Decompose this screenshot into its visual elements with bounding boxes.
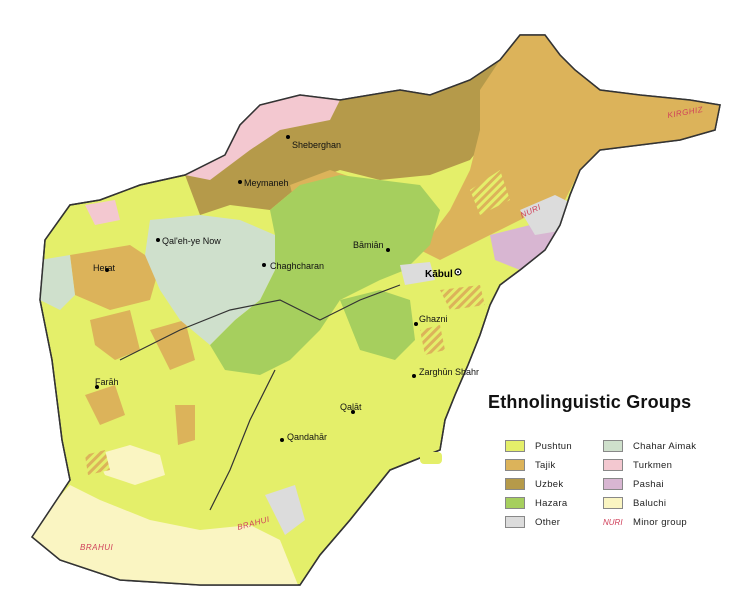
legend-swatch — [603, 497, 623, 509]
legend-swatch — [603, 440, 623, 452]
legend-swatch — [603, 459, 623, 471]
legend-item-minor-group: NURI Minor group — [603, 514, 687, 530]
legend-item-baluchi: Baluchi — [603, 495, 666, 511]
legend-swatch — [505, 497, 525, 509]
country-border — [30, 34, 721, 586]
river-helmand — [209, 369, 276, 511]
city-chaghcharan[interactable]: Chaghcharan — [262, 261, 324, 271]
legend-label: Pushtun — [535, 440, 572, 452]
legend-label: Baluchi — [633, 497, 667, 509]
baluchi-region-west — [95, 445, 165, 485]
tajik-region-herat — [70, 245, 160, 310]
island-east — [420, 452, 442, 464]
hazara-region — [210, 175, 440, 375]
tajik-region-west-1 — [90, 310, 140, 360]
mixed-region-northeast — [470, 170, 510, 215]
legend-item-pashai: Pashai — [603, 476, 664, 492]
city-herat[interactable]: Herat — [93, 263, 116, 273]
chahar-aimak-region-west — [40, 255, 75, 310]
city-label: Herat — [93, 263, 116, 273]
mixed-region-southwest — [85, 450, 110, 475]
legend-item-uzbek: Uzbek — [505, 476, 563, 492]
city-label: Qandahār — [287, 432, 327, 442]
city-meymaneh[interactable]: Meymaneh — [238, 178, 289, 188]
other-region-south — [265, 485, 305, 535]
minor-group-marker: NURI — [603, 517, 623, 527]
city-farah[interactable]: Farāh — [95, 377, 119, 389]
legend-item-chahar-aimak: Chahar Aimak — [603, 438, 696, 454]
legend-item-other: Other — [505, 514, 560, 530]
legend-label: Turkmen — [633, 459, 673, 471]
mixed-region-southeast — [440, 285, 485, 310]
legend-label: Uzbek — [535, 478, 564, 490]
city-label: Farāh — [95, 377, 119, 387]
other-region-kabul — [400, 262, 435, 285]
city-label: Qalāt — [340, 402, 362, 412]
tajik-region-west-2 — [150, 320, 195, 370]
hazara-region-ghazni — [340, 290, 415, 360]
city-label: Sheberghan — [292, 140, 341, 150]
turkmen-region-west — [85, 200, 120, 225]
uzbek-region — [185, 60, 510, 215]
city-label: Bāmiān — [353, 240, 384, 250]
capital-label: Kābul — [425, 269, 453, 280]
legend-swatch — [505, 459, 525, 471]
river — [119, 284, 401, 361]
tajik-region-south — [175, 405, 195, 445]
city-label: Chaghcharan — [270, 261, 324, 271]
mixed-region-east — [420, 325, 445, 355]
legend-title: Ethnolinguistic Groups — [488, 392, 692, 412]
city-zarghun-shahr[interactable]: Zarghūn Shahr — [412, 367, 479, 378]
legend-swatch — [505, 478, 525, 490]
legend-swatch — [505, 440, 525, 452]
city-qalat[interactable]: Qalāt — [340, 402, 362, 414]
legend-item-hazara: Hazara — [505, 495, 567, 511]
city-bamian[interactable]: Bāmiān — [353, 240, 390, 252]
city-qaleh-ye-now[interactable]: Qal'eh-ye Now — [156, 236, 221, 246]
legend-item-turkmen: Turkmen — [603, 457, 672, 473]
city-kabul[interactable]: Kābul — [425, 268, 462, 280]
legend-label: Other — [535, 516, 561, 528]
legend-label: Minor group — [633, 516, 687, 528]
legend-item-pushtun: Pushtun — [505, 438, 572, 454]
tajik-region-farah — [85, 385, 125, 425]
city-ghazni[interactable]: Ghazni — [414, 314, 448, 326]
legend-label: Tajik — [535, 459, 556, 471]
legend-label: Pashai — [633, 478, 664, 490]
legend-swatch — [505, 516, 525, 528]
city-sheberghan[interactable]: Sheberghan — [286, 135, 341, 150]
city-label: Zarghūn Shahr — [419, 367, 479, 377]
city-label: Qal'eh-ye Now — [162, 236, 221, 246]
city-label: Ghazni — [419, 314, 448, 324]
turkmen-region — [185, 95, 340, 180]
legend-label: Hazara — [535, 497, 568, 509]
city-label: Meymaneh — [244, 178, 289, 188]
legend-item-tajik: Tajik — [505, 457, 556, 473]
minor-group-brahui-south: BRAHUI — [80, 543, 114, 552]
city-qandahar[interactable]: Qandahār — [280, 432, 327, 442]
legend-label: Chahar Aimak — [633, 440, 697, 452]
legend-swatch — [603, 478, 623, 490]
chahar-aimak-region — [145, 215, 275, 345]
